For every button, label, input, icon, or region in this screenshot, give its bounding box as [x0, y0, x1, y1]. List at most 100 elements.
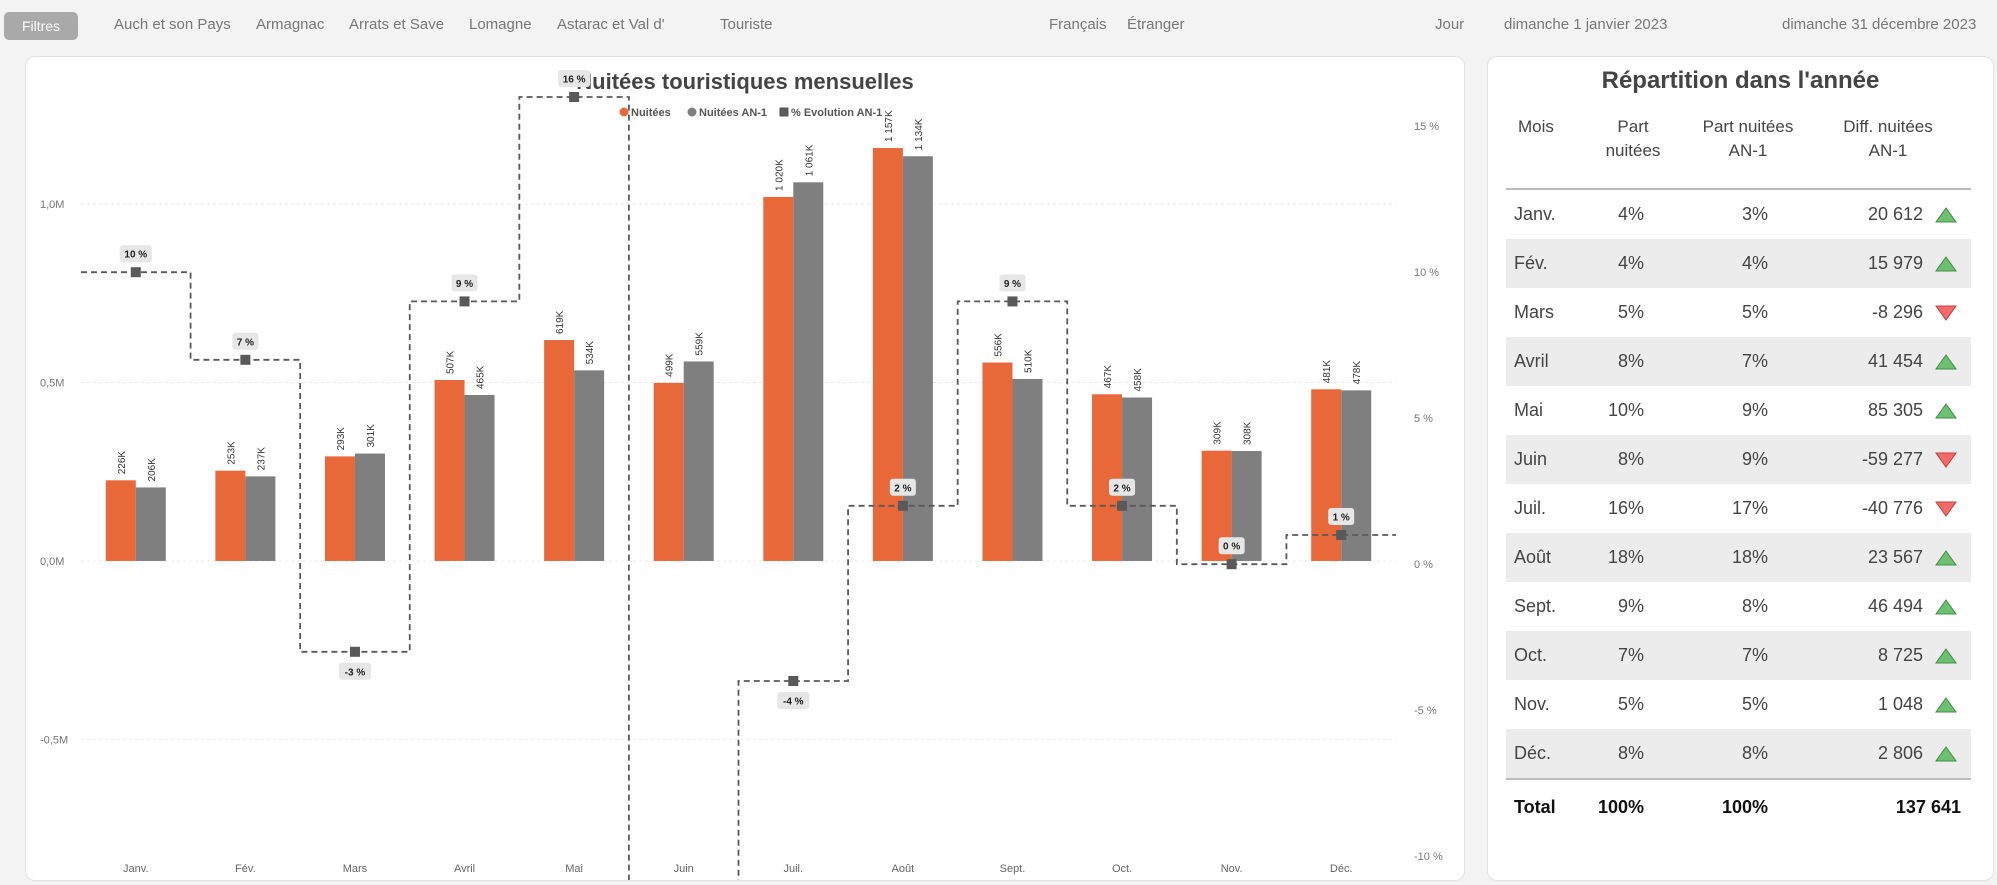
left-axis-tick-label: 0,5M — [40, 378, 64, 390]
bar-data-label: 458K — [1133, 368, 1144, 392]
evolution-data-label: 9 % — [456, 279, 473, 290]
bar-data-label: 534K — [585, 341, 596, 365]
part-cell: 4% — [1618, 204, 1644, 225]
filter-item-2[interactable]: Arrats et Save — [349, 16, 444, 33]
part-cell: 7% — [1618, 645, 1644, 666]
legend-label-1: Nuitées AN-1 — [699, 107, 767, 119]
month-cell: Juil. — [1514, 498, 1546, 519]
right-axis-tick-label: 15 % — [1414, 121, 1439, 133]
table-row: Mai 10% 9% 85 305 — [1506, 386, 1971, 435]
part-cell: 9% — [1618, 596, 1644, 617]
filter-item-7[interactable]: Étranger — [1127, 16, 1185, 33]
part-cell: 8% — [1618, 743, 1644, 764]
header-part-nuitees: Part nuitées — [1578, 115, 1688, 163]
table-body: Janv. 4% 3% 20 612 Fév. 4% 4% 15 979 Mars 5% 5% -8 … — [1506, 190, 1971, 778]
trend-up-icon — [1935, 550, 1957, 566]
evolution-marker — [1007, 296, 1017, 306]
legend-marker-1 — [688, 108, 697, 117]
filter-item-6[interactable]: Français — [1049, 16, 1107, 33]
bar-data-label: 253K — [226, 441, 237, 465]
bar-data-label: 510K — [1023, 349, 1034, 373]
bar-nuitees-an1 — [136, 487, 166, 561]
bar-data-label: 1 061K — [804, 144, 815, 176]
right-axis-tick-label: 10 % — [1414, 267, 1439, 279]
bar-nuitees — [106, 480, 136, 561]
table-row: Juin 8% 9% -59 277 — [1506, 435, 1971, 484]
diff-cell: 1 048 — [1878, 694, 1923, 715]
bar-data-label: 308K — [1243, 421, 1254, 445]
diff-cell: 8 725 — [1878, 645, 1923, 666]
filter-item-10[interactable]: dimanche 31 décembre 2023 — [1782, 16, 1976, 33]
legend-label-0: Nuitées — [631, 107, 671, 119]
part-cell: 10% — [1608, 400, 1644, 421]
bar-data-label: 1 157K — [884, 110, 895, 142]
bar-nuitees — [654, 383, 684, 561]
table-row: Déc. 8% 8% 2 806 — [1506, 729, 1971, 778]
bar-data-label: 226K — [117, 451, 128, 475]
evolution-data-label: 2 % — [894, 483, 911, 494]
filter-item-3[interactable]: Lomagne — [469, 16, 532, 33]
part-an1-cell: 3% — [1742, 204, 1768, 225]
table-row: Janv. 4% 3% 20 612 — [1506, 190, 1971, 239]
filter-item-4[interactable]: Astarac et Val d' — [557, 16, 665, 33]
x-axis-tick-label: Nov. — [1221, 863, 1243, 875]
month-cell: Fév. — [1514, 253, 1548, 274]
table-header: Mois Part nuitées Part nuitées AN-1 Diff. … — [1488, 115, 1993, 195]
total-diff: 137 641 — [1896, 797, 1961, 818]
filter-item-0[interactable]: Auch et son Pays — [114, 16, 231, 33]
month-cell: Nov. — [1514, 694, 1550, 715]
trend-up-icon — [1935, 207, 1957, 223]
bar-data-label: 309K — [1213, 421, 1224, 445]
bar-data-label: 556K — [993, 333, 1004, 357]
part-an1-cell: 5% — [1742, 694, 1768, 715]
part-cell: 5% — [1618, 694, 1644, 715]
monthly-overnights-chart-panel: Nuitées touristiques mensuelles Nuitées Nu… — [25, 56, 1465, 881]
trend-up-icon — [1935, 697, 1957, 713]
chart-title: Nuitées touristiques mensuelles — [576, 69, 913, 94]
x-axis-tick-label: Fév. — [235, 863, 256, 875]
right-axis-tick-label: 5 % — [1414, 413, 1433, 425]
bar-data-label: 293K — [336, 427, 347, 451]
bar-data-label: 481K — [1322, 360, 1333, 384]
bar-nuitees-an1 — [245, 476, 275, 561]
evolution-marker — [1336, 530, 1346, 540]
part-cell: 5% — [1618, 302, 1644, 323]
evolution-data-label: -4 % — [783, 697, 804, 708]
filter-item-5[interactable]: Touriste — [720, 16, 773, 33]
bar-nuitees-an1 — [684, 361, 714, 561]
bar-nuitees — [215, 471, 245, 561]
bar-data-label: 206K — [147, 458, 158, 482]
diff-cell: 46 494 — [1868, 596, 1923, 617]
bar-data-label: 1 134K — [914, 118, 925, 150]
filter-item-8[interactable]: Jour — [1435, 16, 1464, 33]
part-an1-cell: 8% — [1742, 596, 1768, 617]
part-cell: 8% — [1618, 351, 1644, 372]
part-an1-cell: 5% — [1742, 302, 1768, 323]
bar-data-label: 465K — [476, 365, 487, 389]
diff-cell: 15 979 — [1868, 253, 1923, 274]
trend-up-icon — [1935, 599, 1957, 615]
diff-cell: 2 806 — [1878, 743, 1923, 764]
month-cell: Mai — [1514, 400, 1543, 421]
trend-up-icon — [1935, 354, 1957, 370]
table-row: Fév. 4% 4% 15 979 — [1506, 239, 1971, 288]
header-diff-nuitees-an1: Diff. nuitées AN-1 — [1818, 115, 1958, 163]
diff-cell: 41 454 — [1868, 351, 1923, 372]
bar-data-label: 478K — [1352, 361, 1363, 385]
right-axis-tick-label: -10 % — [1414, 851, 1443, 863]
evolution-marker — [1117, 501, 1127, 511]
bar-nuitees-an1 — [465, 395, 495, 561]
filter-item-1[interactable]: Armagnac — [256, 16, 324, 33]
diff-cell: 23 567 — [1868, 547, 1923, 568]
filter-item-9[interactable]: dimanche 1 janvier 2023 — [1504, 16, 1667, 33]
x-axis-tick-label: Avril — [454, 863, 475, 875]
bar-nuitees — [1092, 394, 1122, 561]
table-title: Répartition dans l'année — [1488, 67, 1993, 95]
month-cell: Avril — [1514, 351, 1549, 372]
table-row: Oct. 7% 7% 8 725 — [1506, 631, 1971, 680]
evolution-data-label: 10 % — [124, 250, 147, 261]
evolution-data-label: 0 % — [1223, 542, 1240, 553]
legend-marker-0 — [620, 108, 629, 117]
table-row: Août 18% 18% 23 567 — [1506, 533, 1971, 582]
filters-button[interactable]: Filtres — [4, 12, 78, 40]
